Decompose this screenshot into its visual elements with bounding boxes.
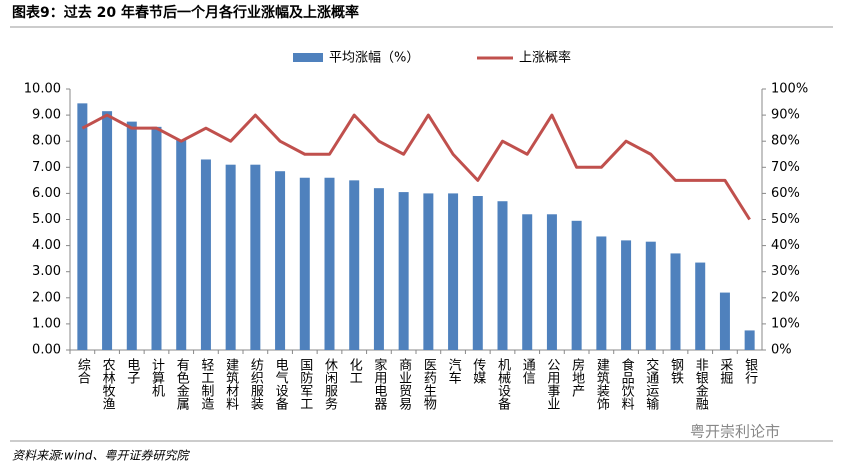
bar bbox=[225, 164, 236, 350]
y2-tick-label: 60% bbox=[771, 186, 800, 201]
y-tick-label: 7.00 bbox=[32, 160, 61, 175]
legend-swatch bbox=[293, 53, 323, 62]
bar bbox=[497, 201, 508, 350]
y-tick-label: 8.00 bbox=[32, 134, 61, 149]
y2-tick-label: 90% bbox=[771, 108, 800, 123]
y-tick-label: 10.00 bbox=[24, 82, 61, 97]
y2-tick-label: 50% bbox=[771, 212, 800, 227]
y-tick-label: 1.00 bbox=[32, 316, 61, 331]
x-tick-label: 电子 bbox=[124, 358, 140, 384]
x-tick-label: 有色金属 bbox=[174, 358, 190, 411]
x-tick-label: 医药生物 bbox=[421, 358, 437, 411]
legend-label: 上涨概率 bbox=[519, 50, 571, 66]
bar bbox=[695, 262, 706, 350]
y2-tick-label: 80% bbox=[771, 134, 800, 149]
bar bbox=[670, 253, 681, 350]
x-tick-label: 计算机 bbox=[149, 358, 165, 398]
y-tick-label: 3.00 bbox=[32, 264, 61, 279]
y2-tick-label: 20% bbox=[771, 290, 800, 305]
bar bbox=[102, 111, 113, 350]
bar bbox=[151, 126, 162, 350]
bar bbox=[719, 292, 730, 350]
bar bbox=[250, 164, 261, 350]
bar bbox=[744, 330, 755, 350]
watermark: 粤开崇利论市 bbox=[690, 423, 780, 441]
bar bbox=[571, 220, 582, 350]
y2-tick-label: 10% bbox=[771, 316, 800, 331]
x-tick-label: 建筑装饰 bbox=[594, 358, 610, 410]
y-tick-label: 0.00 bbox=[32, 343, 61, 358]
bar bbox=[349, 180, 360, 350]
bar bbox=[77, 103, 88, 350]
x-tick-label: 机械设备 bbox=[495, 358, 511, 411]
x-tick-label: 轻工制造 bbox=[198, 358, 214, 411]
y2-tick-label: 40% bbox=[771, 238, 800, 253]
x-tick-label: 交通运输 bbox=[643, 357, 659, 410]
bar bbox=[275, 171, 286, 350]
x-tick-label: 通信 bbox=[520, 358, 536, 384]
bar bbox=[596, 236, 607, 350]
bar bbox=[299, 177, 310, 350]
y-tick-label: 2.00 bbox=[32, 290, 61, 305]
x-tick-label: 传媒 bbox=[470, 358, 486, 384]
bar bbox=[448, 193, 459, 350]
x-tick-label: 休闲服务 bbox=[322, 358, 338, 410]
bar bbox=[324, 177, 335, 350]
bar bbox=[398, 192, 409, 350]
bar bbox=[423, 193, 434, 350]
y-tick-label: 6.00 bbox=[32, 186, 61, 201]
x-tick-label: 综合 bbox=[75, 358, 91, 384]
line bbox=[81, 113, 751, 221]
bar bbox=[645, 241, 656, 350]
y2-tick-label: 30% bbox=[771, 264, 800, 279]
x-tick-label: 汽车 bbox=[446, 358, 462, 384]
bar bbox=[200, 159, 211, 350]
bar bbox=[176, 139, 187, 350]
x-tick-label: 采掘 bbox=[717, 358, 733, 384]
y2-tick-label: 70% bbox=[771, 160, 800, 175]
x-tick-label: 家用电器 bbox=[371, 357, 387, 411]
chart-title: 图表9：过去 20 年春节后一个月各行业涨幅及上涨概率 bbox=[12, 4, 359, 21]
x-tick-label: 银行 bbox=[742, 358, 758, 385]
x-tick-label: 建筑材料 bbox=[223, 358, 239, 410]
y2-tick-label: 100% bbox=[771, 82, 808, 97]
source: 资料来源:wind、粤开证券研究院 bbox=[12, 449, 190, 463]
bar bbox=[472, 196, 483, 350]
x-tick-label: 电气设备 bbox=[273, 358, 289, 411]
x-tick-label: 国防军工 bbox=[297, 358, 313, 410]
x-tick-label: 农林牧渔 bbox=[100, 358, 116, 410]
y-tick-label: 4.00 bbox=[32, 238, 61, 253]
x-tick-label: 纺织服装 bbox=[248, 358, 264, 410]
x-tick-label: 商业贸易 bbox=[396, 358, 412, 411]
y-tick-label: 9.00 bbox=[32, 108, 61, 123]
bar bbox=[373, 188, 384, 350]
x-tick-label: 食品饮料 bbox=[619, 357, 635, 410]
x-tick-label: 钢铁 bbox=[668, 358, 684, 384]
bar bbox=[126, 121, 137, 350]
y-tick-label: 5.00 bbox=[32, 212, 61, 227]
bar bbox=[621, 240, 632, 350]
x-tick-label: 房地产 bbox=[569, 357, 585, 398]
x-tick-label: 化工 bbox=[347, 358, 363, 384]
legend-label: 平均涨幅（%） bbox=[329, 51, 419, 66]
x-tick-label: 公用事业 bbox=[544, 358, 560, 410]
y2-tick-label: 0% bbox=[771, 343, 792, 358]
bar bbox=[546, 214, 557, 350]
bar bbox=[522, 214, 533, 350]
x-tick-label: 非银金融 bbox=[693, 358, 709, 410]
